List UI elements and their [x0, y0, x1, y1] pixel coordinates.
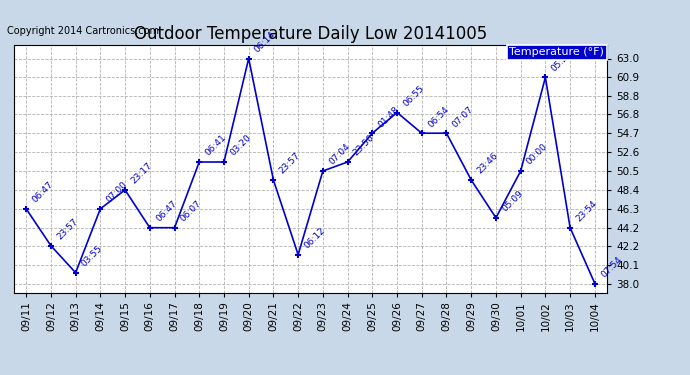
Text: 05:27: 05:27 [549, 49, 574, 73]
Text: Copyright 2014 Cartronics.com: Copyright 2014 Cartronics.com [7, 26, 159, 36]
Title: Outdoor Temperature Daily Low 20141005: Outdoor Temperature Daily Low 20141005 [134, 26, 487, 44]
Text: 23:54: 23:54 [574, 199, 599, 223]
Text: Temperature (°F): Temperature (°F) [509, 48, 604, 57]
Text: 06:07: 06:07 [179, 199, 204, 223]
Text: 03:55: 03:55 [80, 244, 104, 268]
Text: 00:00: 00:00 [525, 142, 549, 167]
Text: 07:04: 07:04 [327, 142, 352, 167]
Text: 06:54: 06:54 [426, 105, 451, 129]
Text: 06:41: 06:41 [204, 133, 228, 158]
Text: 03:20: 03:20 [228, 133, 253, 158]
Text: 07:54: 07:54 [599, 255, 624, 279]
Text: 23:50: 23:50 [352, 133, 376, 158]
Text: 23:17: 23:17 [129, 161, 154, 186]
Text: 23:57: 23:57 [277, 151, 302, 176]
Text: 06:14: 06:14 [253, 30, 277, 54]
Text: 23:46: 23:46 [475, 152, 500, 176]
Text: 07:07: 07:07 [451, 104, 475, 129]
Text: 06:55: 06:55 [401, 84, 426, 108]
Text: 06:47: 06:47 [30, 180, 55, 205]
Text: 07:00: 07:00 [104, 180, 129, 205]
Text: 05:09: 05:09 [500, 189, 525, 214]
Text: 01:48: 01:48 [377, 105, 401, 129]
Text: 06:12: 06:12 [302, 226, 327, 251]
Text: 06:47: 06:47 [154, 199, 179, 223]
Text: 23:57: 23:57 [55, 217, 79, 242]
